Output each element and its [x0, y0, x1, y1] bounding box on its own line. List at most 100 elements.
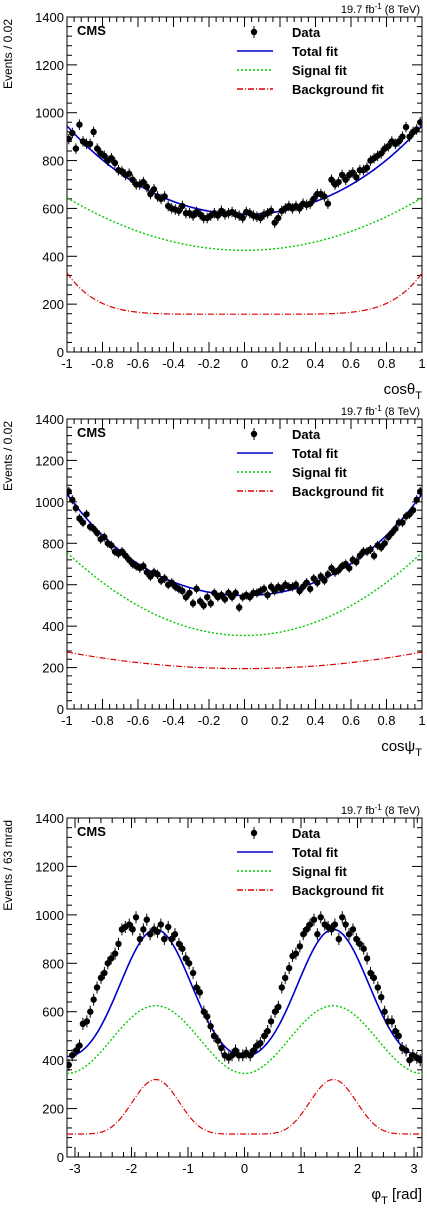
- lumi-exponent: -1: [375, 2, 383, 11]
- data-point: [392, 525, 399, 532]
- data-point: [296, 205, 303, 212]
- lumi-energy: (8 TeV): [382, 406, 420, 418]
- data-point: [115, 940, 122, 948]
- y-tick-label: 600: [42, 201, 64, 216]
- data-point: [118, 548, 126, 555]
- data-point: [275, 1003, 282, 1011]
- x-axis-label-sub: T: [415, 747, 422, 759]
- data-point: [72, 1047, 80, 1054]
- data-point: [246, 593, 254, 601]
- legend-label: Total fit: [292, 44, 339, 59]
- data-point: [303, 926, 310, 933]
- data-point: [125, 556, 133, 564]
- data-point: [324, 571, 332, 578]
- data-point: [182, 593, 190, 601]
- data-point: [261, 1032, 268, 1040]
- data-point: [360, 945, 367, 952]
- data-point: [179, 587, 186, 595]
- data-point: [399, 133, 406, 140]
- data-point: [204, 593, 211, 601]
- data-point: [69, 496, 76, 503]
- y-tick-label: 200: [42, 297, 64, 312]
- data-point: [86, 140, 94, 148]
- legend-marker-data: [250, 829, 258, 837]
- data-point: [267, 583, 275, 590]
- data-point: [267, 1018, 275, 1025]
- data-point: [292, 581, 300, 588]
- data-point: [69, 129, 76, 137]
- data-point: [221, 596, 229, 603]
- data-point: [196, 598, 204, 605]
- y-tick-label: 600: [42, 1005, 64, 1020]
- x-tick-label: -1: [61, 713, 73, 728]
- x-axis-label-main: φ: [371, 1186, 381, 1203]
- data-point: [232, 589, 239, 597]
- data-point: [342, 560, 349, 568]
- data-point: [346, 564, 353, 572]
- data-point: [157, 921, 165, 928]
- data-point: [349, 169, 356, 176]
- lumi-value: 19.7 fb: [341, 4, 375, 16]
- data-point: [189, 600, 197, 607]
- data-point: [349, 926, 357, 933]
- data-point: [143, 183, 151, 191]
- x-tick-label: 3: [410, 1161, 417, 1176]
- x-tick-label: 0: [241, 356, 248, 371]
- data-point: [306, 200, 314, 207]
- signal-fit-curve: [67, 1004, 422, 1075]
- data-point: [150, 186, 158, 193]
- data-point: [129, 176, 136, 183]
- y-axis-label: Events / 0.02: [1, 19, 15, 89]
- plot-area: [67, 911, 422, 1135]
- lumi-value: 19.7 fb: [341, 805, 375, 817]
- lumi-exponent: -1: [375, 404, 383, 413]
- data-point: [385, 533, 392, 541]
- data-point: [76, 1042, 83, 1049]
- data-point: [196, 989, 204, 996]
- data-point: [168, 579, 175, 586]
- data-point: [417, 488, 422, 495]
- x-tick-label: -0.4: [162, 713, 184, 728]
- data-point: [108, 542, 115, 549]
- data-point: [193, 585, 200, 593]
- lumi-value: 19.7 fb: [341, 406, 375, 418]
- data-point: [314, 579, 321, 586]
- data-point: [370, 552, 378, 559]
- data-point: [104, 960, 111, 967]
- x-axis-label: cosθT: [384, 381, 423, 402]
- data-point: [314, 931, 321, 938]
- data-point: [271, 219, 278, 226]
- x-axis-label-unit: [rad]: [388, 1186, 422, 1203]
- data-point: [210, 1032, 218, 1040]
- y-tick-label: 1000: [35, 106, 64, 121]
- data-point: [257, 1039, 264, 1047]
- x-tick-label: 0.4: [306, 713, 324, 728]
- data-point: [345, 931, 353, 938]
- y-tick-label: 200: [42, 1102, 64, 1117]
- data-point: [228, 593, 236, 601]
- data-point: [342, 176, 349, 183]
- data-point: [76, 121, 83, 128]
- data-point: [324, 200, 332, 207]
- data-point: [339, 914, 346, 921]
- data-point: [392, 1027, 399, 1035]
- y-tick-label: 400: [42, 1053, 64, 1068]
- total-fit-curve: [67, 493, 422, 597]
- data-point: [189, 969, 197, 977]
- data-point: [402, 123, 410, 131]
- chart-panel-1: 19.7 fb-1 (8 TeV)02004006008001000120014…: [1, 2, 426, 402]
- data-point: [140, 562, 147, 570]
- y-tick-label: 200: [42, 661, 64, 676]
- data-point: [367, 546, 374, 553]
- data-point: [260, 585, 268, 593]
- data-point: [353, 174, 360, 181]
- data-point: [90, 128, 97, 136]
- data-point: [165, 923, 172, 931]
- data-point: [161, 575, 168, 582]
- legend-label: Data: [292, 427, 321, 442]
- data-point: [67, 1061, 72, 1069]
- legend-label: Background fit: [292, 82, 384, 97]
- data-point: [363, 955, 371, 962]
- data-point: [161, 193, 168, 200]
- data-point: [367, 969, 374, 977]
